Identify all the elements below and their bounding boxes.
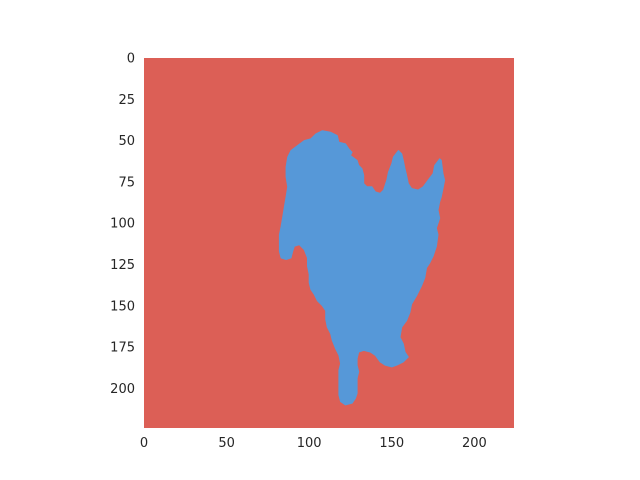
y-tick-label: 0 [127,52,135,67]
y-tick-label: 125 [110,258,135,273]
x-tick-label: 150 [379,436,404,451]
y-tick-label: 150 [110,299,135,314]
x-tick-label: 200 [462,436,487,451]
plot-area [144,58,514,428]
y-tick-label: 25 [118,93,135,108]
x-tick-label: 0 [140,436,148,451]
x-tick-label: 50 [218,436,235,451]
y-axis: 0 25 50 75 100 125 150 175 200 [110,52,135,397]
y-tick-label: 75 [118,175,135,190]
y-tick-label: 50 [118,134,135,149]
y-tick-label: 100 [110,217,135,232]
heatmap-mask-region [278,130,446,406]
y-tick-label: 175 [110,341,135,356]
x-tick-label: 100 [297,436,322,451]
y-tick-label: 200 [110,382,135,397]
x-axis: 0 50 100 150 200 [140,436,487,451]
